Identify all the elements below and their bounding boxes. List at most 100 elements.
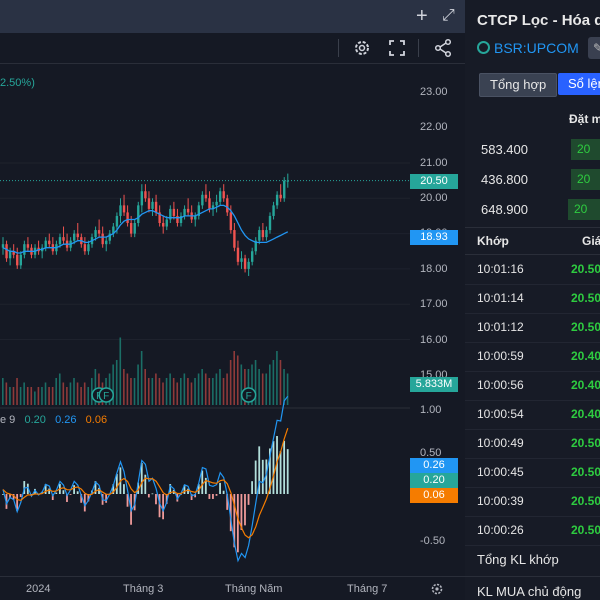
candle-body: [176, 215, 179, 224]
volume-bar: [133, 378, 136, 405]
macd-histogram-bar: [19, 494, 22, 498]
depth-price[interactable]: 20: [571, 169, 600, 190]
macd-histogram-bar: [16, 494, 19, 512]
pencil-icon[interactable]: ✎: [588, 37, 600, 59]
volume-bar: [169, 373, 171, 405]
depth-volume: 436.800: [481, 172, 528, 187]
candle-body: [19, 254, 22, 266]
candle-body: [76, 233, 79, 238]
candle-body: [183, 208, 186, 216]
macd-histogram-bar: [162, 494, 164, 520]
divider: [465, 576, 600, 577]
volume-bar: [286, 373, 289, 405]
axis-settings-icon[interactable]: [429, 581, 445, 597]
macd-histogram-bar: [258, 446, 261, 494]
price-tick: 20.00: [420, 192, 448, 204]
event-marker: [240, 387, 257, 403]
fullscreen-icon[interactable]: [386, 37, 408, 59]
macd-histogram-bar: [183, 484, 186, 494]
candle-body: [243, 258, 247, 269]
macd-histogram-bar: [76, 491, 79, 494]
ma-value-label: 18.93: [410, 230, 458, 245]
macd-histogram-bar: [212, 494, 214, 499]
candle-body: [197, 205, 200, 216]
candle-body: [23, 244, 26, 255]
candle-body: [229, 212, 233, 231]
volume-bar: [258, 369, 260, 405]
volume-bar: [69, 382, 72, 405]
candle-body: [247, 261, 250, 269]
volume-bar: [26, 387, 29, 405]
volume-bar: [197, 373, 200, 405]
share-icon[interactable]: [432, 37, 454, 59]
total-matched-label: Tổng KL khớp: [477, 552, 559, 567]
depth-price[interactable]: 20: [568, 199, 600, 220]
symbol-text: BSR:UPCOM: [494, 40, 579, 56]
macd-histogram-bar: [165, 494, 168, 504]
candle-body: [62, 237, 65, 241]
macd-legend-v3: 0.06: [85, 414, 108, 426]
signal-line: [2, 428, 289, 539]
macd-legend: e 9 0.20 0.26 0.06: [0, 414, 107, 426]
candle-body: [44, 240, 47, 248]
candle-body: [201, 194, 204, 206]
volume-bar: [269, 364, 271, 405]
candle-body: [108, 233, 111, 241]
price-chart-plot[interactable]: FFF: [0, 0, 465, 600]
macd-histogram-bar: [236, 494, 239, 553]
volume-bar: [55, 378, 57, 405]
tab-so-lenh[interactable]: Sổ lện: [558, 73, 600, 95]
macd-legend-v1: 0.20: [24, 414, 46, 426]
chart-panel[interactable]: + ⤢ 2.50%) FFF 23.0022.0021.0020.0019.00…: [0, 0, 465, 600]
macd-histogram-bar: [105, 494, 108, 503]
candle-body: [105, 240, 108, 245]
expand-icon[interactable]: ⤢: [442, 7, 455, 24]
time-axis[interactable]: 2024 Tháng 3 Tháng Năm Tháng 7: [0, 576, 465, 600]
macd-histogram-bar: [169, 484, 172, 494]
macd-histogram-bar: [187, 488, 189, 494]
match-price: 20.50: [571, 436, 600, 450]
tab-tong-hop[interactable]: Tổng hợp: [479, 73, 558, 97]
moving-average-line: [2, 204, 289, 254]
macd-histogram-bar: [115, 473, 118, 494]
time-label-thang-nam: Tháng Năm: [225, 583, 283, 595]
macd-histogram-bar: [204, 477, 207, 494]
macd-histogram-bar: [140, 463, 143, 494]
macd-histogram-bar: [87, 494, 90, 502]
match-time: 10:00:54: [477, 407, 524, 421]
match-row: 10:00:39 20.50: [465, 487, 600, 517]
volume-bar: [91, 378, 93, 405]
candle-body: [162, 223, 165, 227]
match-row: 10:01:14 20.50: [465, 284, 600, 314]
volume-bar: [254, 360, 257, 405]
match-row: 10:00:26 20.50: [465, 516, 600, 546]
depth-price[interactable]: 20: [571, 139, 600, 160]
volume-bar: [48, 387, 50, 405]
gear-icon[interactable]: [351, 37, 373, 59]
volume-bar: [187, 378, 189, 405]
macd-histogram-bar: [190, 494, 193, 501]
depth-volume: 583.400: [481, 142, 528, 157]
macd-histogram-bar: [123, 484, 125, 494]
volume-bar: [233, 351, 235, 405]
volume-bar: [140, 351, 143, 405]
volume-bar: [16, 378, 18, 405]
candle-body: [218, 191, 222, 202]
candle-body: [26, 244, 30, 248]
macd-histogram-bar: [9, 494, 11, 499]
macd-histogram-bar: [215, 494, 218, 496]
time-label-thang-7: Tháng 7: [347, 583, 388, 595]
volume-bar: [247, 369, 250, 405]
macd-histogram-bar: [158, 494, 161, 518]
buy-active-label: KL MUA chủ động: [477, 584, 582, 599]
add-icon[interactable]: +: [416, 5, 428, 27]
chart-toolbar: [0, 33, 465, 64]
macd-histogram-bar: [283, 440, 286, 494]
symbol-link[interactable]: BSR:UPCOM: [477, 40, 579, 56]
macd-label-1: 0.26: [410, 458, 458, 473]
candle-body: [144, 191, 147, 199]
macd-histogram-bar: [126, 494, 129, 507]
volume-bar: [172, 378, 175, 405]
macd-histogram-bar: [254, 460, 257, 494]
volume-bar: [137, 364, 139, 405]
